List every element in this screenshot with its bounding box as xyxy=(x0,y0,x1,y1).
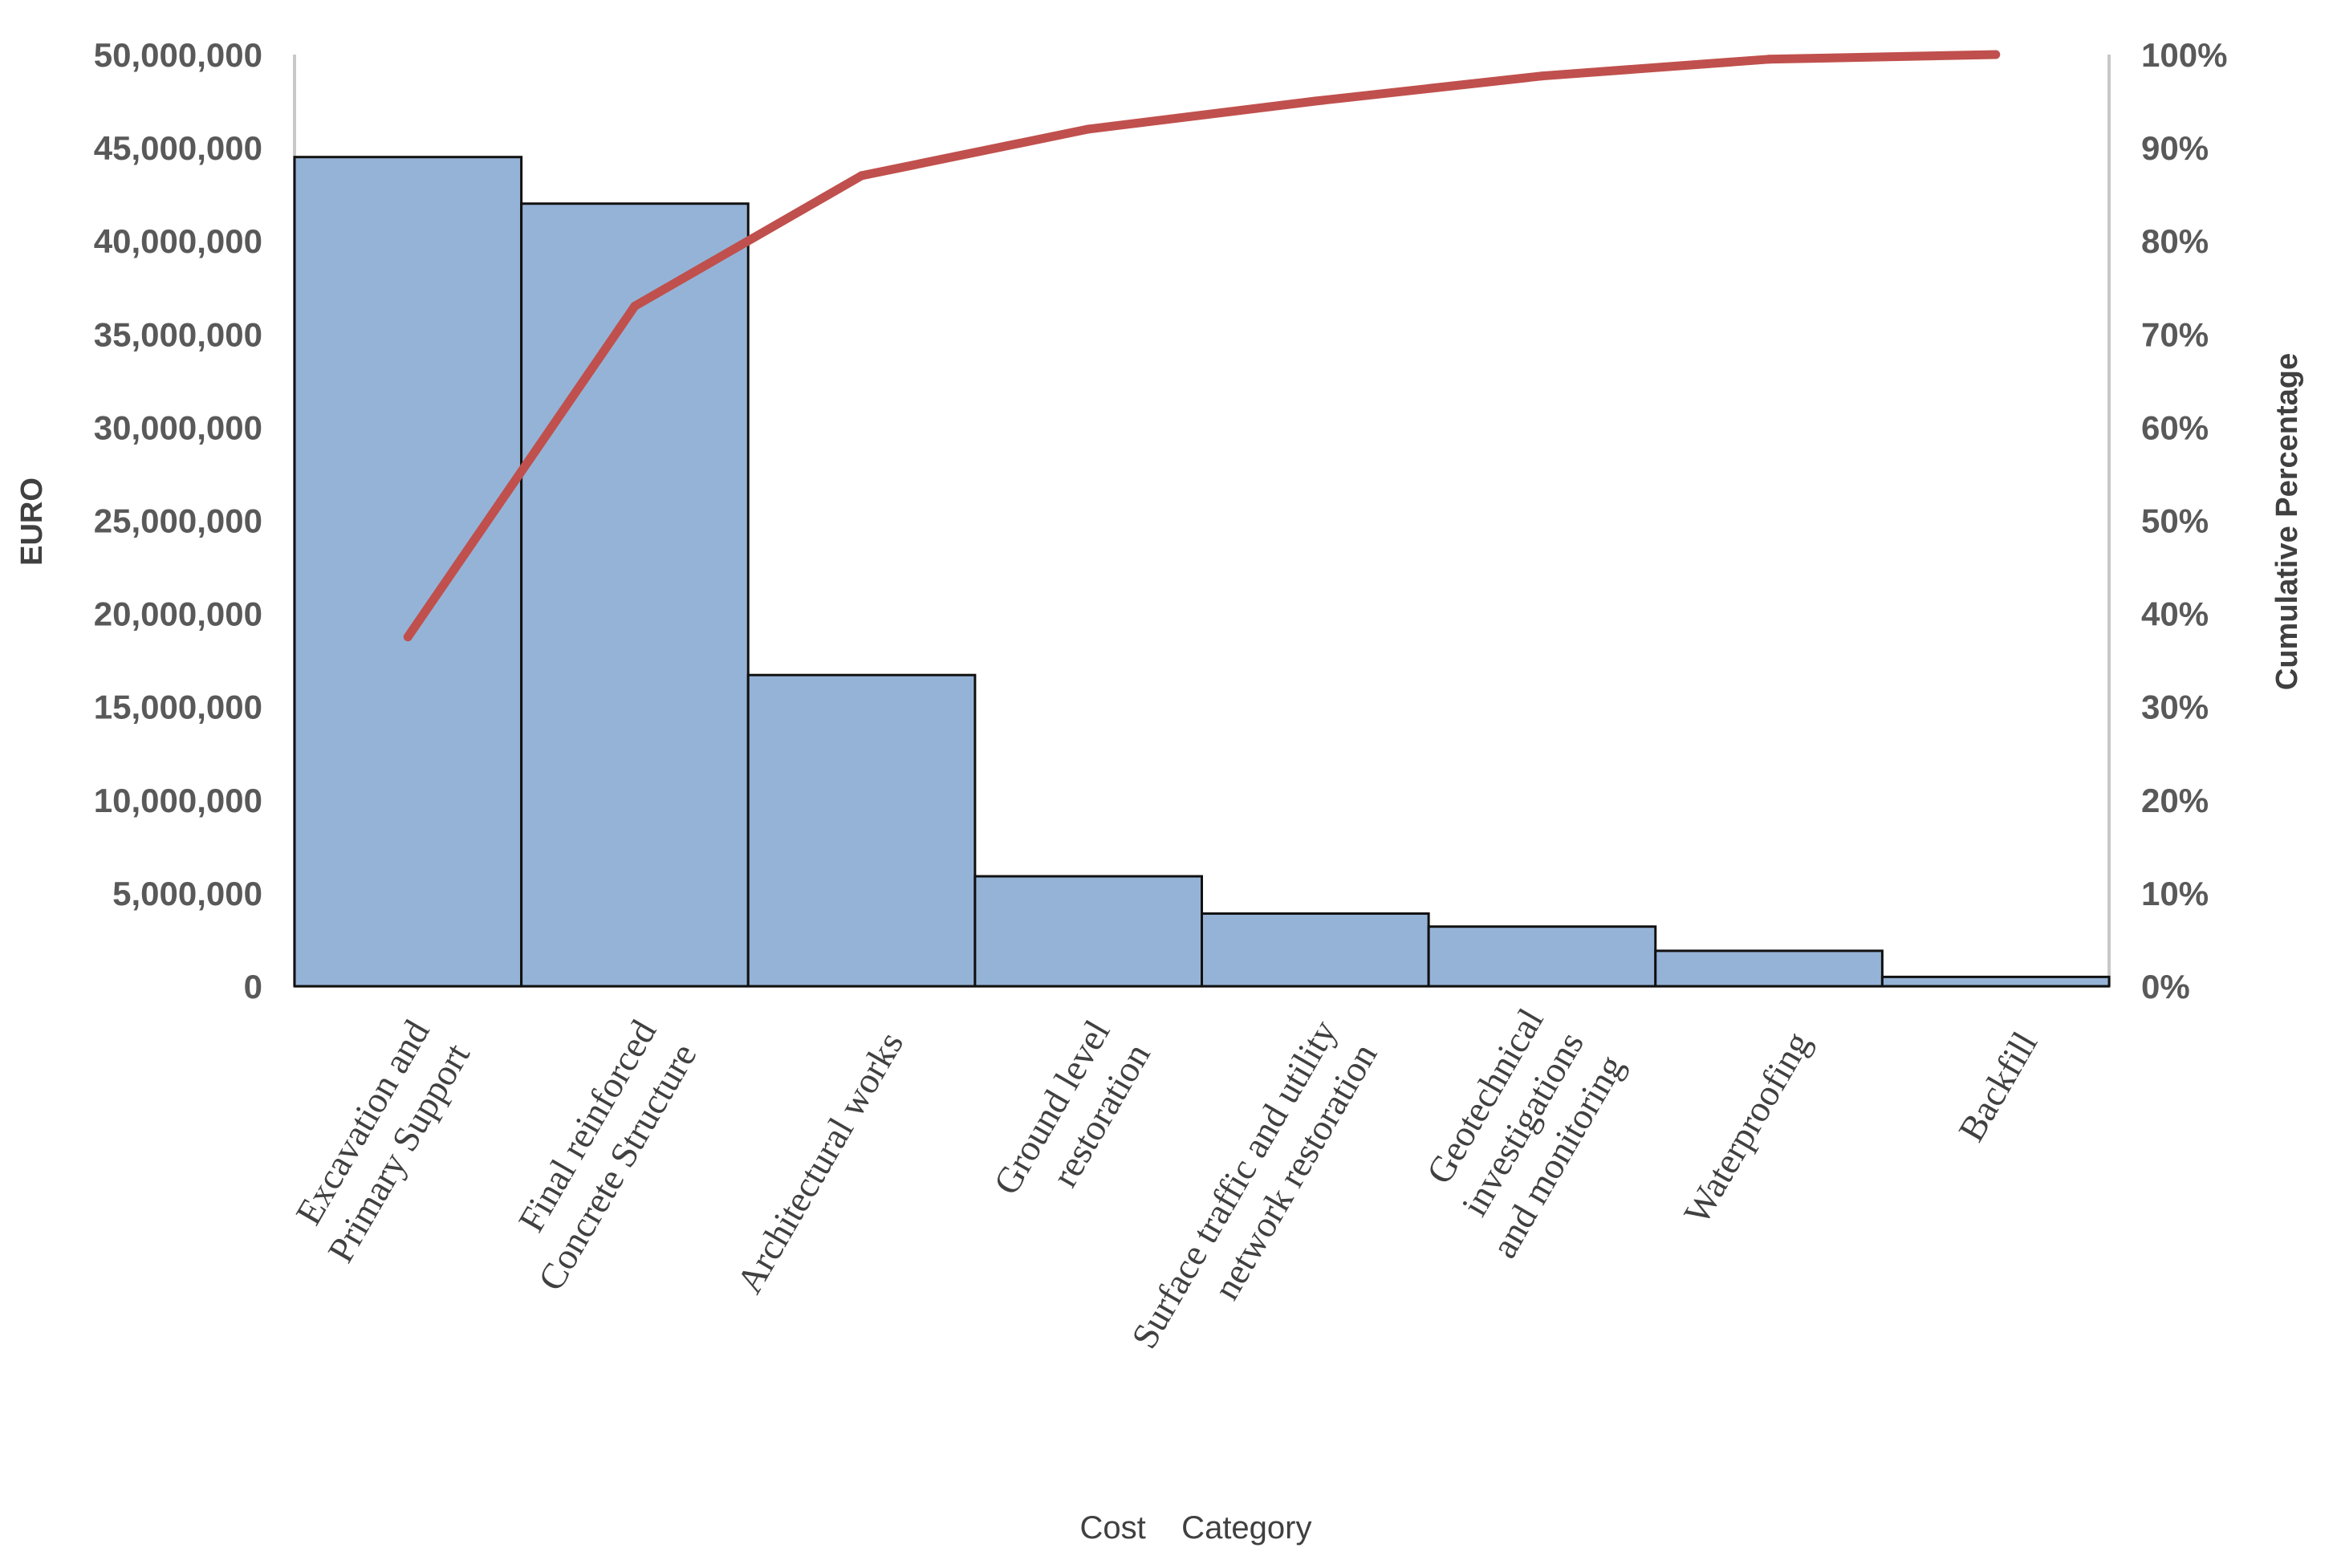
x-axis-title: Cost Category xyxy=(1079,1510,1311,1546)
category-label-line: Surface traffic and utility xyxy=(1124,1014,1345,1355)
y-axis-ticks: 0 5,000,000 10,000,000 15,000,000 20,000,000… xyxy=(94,36,262,1005)
y-tick-label: 15,000,000 xyxy=(94,689,262,726)
bar xyxy=(1427,925,1657,988)
bar xyxy=(1654,949,1884,988)
y2-axis-ticks: 0% 10% 20% 30% 40% 50% 60% 70% 80% 90% 100% xyxy=(2141,36,2227,1005)
cumulative-point xyxy=(1991,50,2001,59)
y-tick-label: 5,000,000 xyxy=(112,875,262,912)
cumulative-point xyxy=(630,301,640,311)
y2-tick-label: 40% xyxy=(2141,595,2209,633)
bars xyxy=(293,156,2111,988)
y2-tick-label: 100% xyxy=(2141,36,2227,74)
y2-tick-label: 0% xyxy=(2141,968,2190,1005)
category-label: Waterproofing xyxy=(1676,1025,1819,1231)
y-tick-label: 45,000,000 xyxy=(94,129,262,167)
y2-tick-label: 90% xyxy=(2141,129,2209,167)
y-tick-label: 10,000,000 xyxy=(94,782,262,819)
y2-tick-label: 50% xyxy=(2141,502,2209,540)
y-tick-label: 40,000,000 xyxy=(94,222,262,260)
cumulative-point xyxy=(1764,55,1774,64)
y-axis-title: EURO xyxy=(15,477,49,566)
y2-tick-label: 20% xyxy=(2141,782,2209,819)
y-tick-label: 50,000,000 xyxy=(94,36,262,74)
y-tick-label: 25,000,000 xyxy=(94,502,262,540)
category-label-line: Architectural works xyxy=(729,1025,911,1300)
cumulative-point xyxy=(1311,96,1320,106)
y-tick-label: 0 xyxy=(244,968,262,1005)
category-label: Backfill xyxy=(1950,1025,2045,1148)
y-tick-label: 35,000,000 xyxy=(94,315,262,353)
y2-tick-label: 60% xyxy=(2141,408,2209,446)
bar xyxy=(1201,912,1430,988)
y2-tick-label: 30% xyxy=(2141,689,2209,726)
cumulative-point xyxy=(1083,124,1093,134)
cumulative-line xyxy=(403,50,2001,642)
bar xyxy=(973,875,1203,988)
category-label: Architectural works xyxy=(729,1025,911,1300)
y2-axis-title: Cumulative Percentage xyxy=(2270,353,2304,690)
y-tick-label: 30,000,000 xyxy=(94,408,262,446)
bar xyxy=(746,673,977,988)
bar xyxy=(1880,975,2111,988)
y2-tick-label: 70% xyxy=(2141,315,2209,353)
y2-tick-label: 80% xyxy=(2141,222,2209,260)
bar xyxy=(293,156,523,988)
bar xyxy=(520,202,750,988)
cumulative-point xyxy=(1537,71,1547,81)
cumulative-point xyxy=(857,171,867,181)
y2-tick-label: 10% xyxy=(2141,875,2209,912)
y-tick-label: 20,000,000 xyxy=(94,595,262,633)
category-label-line: Waterproofing xyxy=(1676,1025,1819,1231)
category-label-line: Backfill xyxy=(1950,1025,2045,1148)
cumulative-line-path xyxy=(403,50,2001,642)
cumulative-point xyxy=(403,632,413,642)
